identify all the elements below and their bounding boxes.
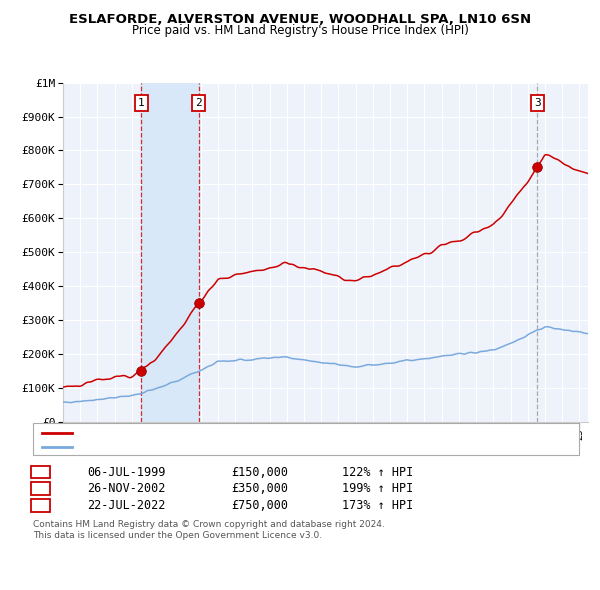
Text: 2: 2 xyxy=(37,482,44,495)
Bar xyxy=(141,83,199,422)
Text: Price paid vs. HM Land Registry's House Price Index (HPI): Price paid vs. HM Land Registry's House … xyxy=(131,24,469,37)
Text: 22-JUL-2022: 22-JUL-2022 xyxy=(87,499,166,512)
Text: £750,000: £750,000 xyxy=(231,499,288,512)
Text: 1: 1 xyxy=(138,98,145,108)
Text: 3: 3 xyxy=(37,499,44,512)
Text: ESLAFORDE, ALVERSTON AVENUE, WOODHALL SPA, LN10 6SN (detached house): ESLAFORDE, ALVERSTON AVENUE, WOODHALL SP… xyxy=(77,428,470,438)
Text: 122% ↑ HPI: 122% ↑ HPI xyxy=(342,466,413,478)
Text: £150,000: £150,000 xyxy=(231,466,288,478)
Text: Contains HM Land Registry data © Crown copyright and database right 2024.
This d: Contains HM Land Registry data © Crown c… xyxy=(33,520,385,540)
Text: 199% ↑ HPI: 199% ↑ HPI xyxy=(342,482,413,495)
Text: ESLAFORDE, ALVERSTON AVENUE, WOODHALL SPA, LN10 6SN: ESLAFORDE, ALVERSTON AVENUE, WOODHALL SP… xyxy=(69,13,531,26)
Text: 1: 1 xyxy=(37,466,44,478)
Text: £350,000: £350,000 xyxy=(231,482,288,495)
Text: 3: 3 xyxy=(534,98,541,108)
Text: HPI: Average price, detached house, East Lindsey: HPI: Average price, detached house, East… xyxy=(77,442,319,453)
Text: 2: 2 xyxy=(196,98,202,108)
Text: 06-JUL-1999: 06-JUL-1999 xyxy=(87,466,166,478)
Text: 173% ↑ HPI: 173% ↑ HPI xyxy=(342,499,413,512)
Text: 26-NOV-2002: 26-NOV-2002 xyxy=(87,482,166,495)
